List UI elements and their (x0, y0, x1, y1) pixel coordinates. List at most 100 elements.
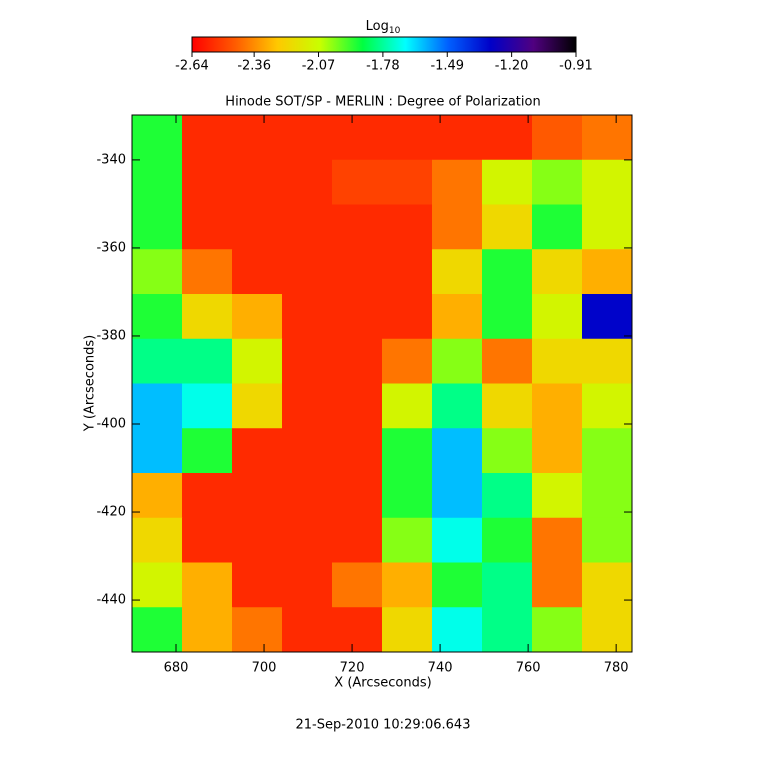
heatmap-cell (582, 159, 633, 205)
heatmap-cell (132, 517, 183, 563)
heatmap-cell (432, 473, 483, 519)
heatmap-cell (132, 383, 183, 429)
heatmap-cell (232, 338, 283, 384)
heatmap-cell (282, 249, 333, 295)
heatmap-cell (232, 473, 283, 519)
colorbar-label-sub: 10 (389, 26, 401, 36)
heatmap-cell (182, 204, 233, 250)
heatmap-cell (132, 473, 183, 519)
heatmap-cell (232, 159, 283, 205)
chart-title: Hinode SOT/SP - MERLIN : Degree of Polar… (225, 95, 540, 110)
heatmap-cell (482, 428, 533, 474)
heatmap-cell (482, 607, 533, 653)
heatmap-cell (332, 159, 383, 205)
heatmap-cell (332, 607, 383, 653)
colorbar-tick-label: -1.20 (495, 59, 529, 74)
heatmap-cell (182, 607, 233, 653)
heatmap-cell (332, 338, 383, 384)
y-tick-label: -420 (96, 505, 126, 520)
heatmap-cell (182, 338, 233, 384)
heatmap-cell (132, 338, 183, 384)
heatmap-cell (532, 517, 583, 563)
heatmap-cell (432, 159, 483, 205)
heatmap-cell (282, 338, 333, 384)
y-tick-label: -360 (96, 240, 126, 255)
heatmap-cell (532, 607, 583, 653)
heatmap-cell (432, 204, 483, 250)
heatmap-cell (582, 204, 633, 250)
heatmap-cell (332, 115, 383, 161)
heatmap-cell (282, 473, 333, 519)
heatmap-cell (432, 517, 483, 563)
heatmap-cell (382, 338, 433, 384)
heatmap-cell (332, 249, 383, 295)
heatmap-cell (532, 383, 583, 429)
heatmap-cell (232, 562, 283, 608)
x-tick-label: 740 (428, 661, 453, 676)
heatmap-cell (582, 115, 633, 161)
colorbar-label: Log10 (366, 19, 401, 36)
heatmap-cell (182, 294, 233, 340)
heatmap-cell (282, 428, 333, 474)
heatmap-cell (482, 249, 533, 295)
x-tick-label: 680 (164, 661, 189, 676)
heatmap-cell (282, 115, 333, 161)
heatmap-cell (232, 115, 283, 161)
y-tick-label: -440 (96, 593, 126, 608)
heatmap-cell (232, 294, 283, 340)
heatmap-cell (382, 383, 433, 429)
heatmap-cell (332, 562, 383, 608)
y-axis-label: Y (Arcseconds) (83, 335, 98, 432)
heatmap-cell (382, 517, 433, 563)
heatmap-cell (232, 383, 283, 429)
heatmap-cell (582, 562, 633, 608)
heatmap-cell (132, 204, 183, 250)
heatmap-cell (282, 294, 333, 340)
heatmap-cell (282, 607, 333, 653)
heatmap-cell (232, 249, 283, 295)
colorbar-tick-label: -2.07 (302, 59, 336, 74)
x-tick-label: 700 (252, 661, 277, 676)
heatmap-cell (182, 473, 233, 519)
x-tick-label: 780 (604, 661, 629, 676)
heatmap-cell (532, 338, 583, 384)
heatmap-cell (582, 383, 633, 429)
heatmap-cell (482, 517, 533, 563)
heatmap-cell (482, 473, 533, 519)
heatmap-cell (532, 428, 583, 474)
heatmap-cell (382, 115, 433, 161)
heatmap-cell (332, 294, 383, 340)
heatmap-cell (432, 249, 483, 295)
colorbar (191, 36, 577, 53)
heatmap-cell (132, 607, 183, 653)
x-axis-label: X (Arcseconds) (334, 676, 431, 691)
heatmap-cell (182, 562, 233, 608)
heatmap-cell (182, 517, 233, 563)
heatmap-cell (132, 294, 183, 340)
heatmap-cell (332, 428, 383, 474)
heatmap-cell (232, 428, 283, 474)
x-tick-label: 760 (516, 661, 541, 676)
heatmap-cell (132, 428, 183, 474)
heatmap-cell (232, 517, 283, 563)
heatmap-cell (482, 562, 533, 608)
y-tick-label: -400 (96, 416, 126, 431)
heatmap-cell (332, 473, 383, 519)
heatmap-cell (382, 294, 433, 340)
heatmap-cell (582, 607, 633, 653)
colorbar-tick-label: -0.91 (559, 59, 593, 74)
heatmap-cell (432, 294, 483, 340)
heatmap-cell (432, 562, 483, 608)
heatmap-cell (182, 383, 233, 429)
heatmap-cell (532, 473, 583, 519)
heatmap-cell (132, 159, 183, 205)
heatmap-cell (482, 204, 533, 250)
heatmap-cell (482, 294, 533, 340)
heatmap-cell (582, 294, 633, 340)
heatmap-cell (232, 204, 283, 250)
heatmap-cell (532, 294, 583, 340)
heatmap-cell (382, 428, 433, 474)
plot-frame (131, 114, 633, 653)
heatmap-cell (432, 383, 483, 429)
